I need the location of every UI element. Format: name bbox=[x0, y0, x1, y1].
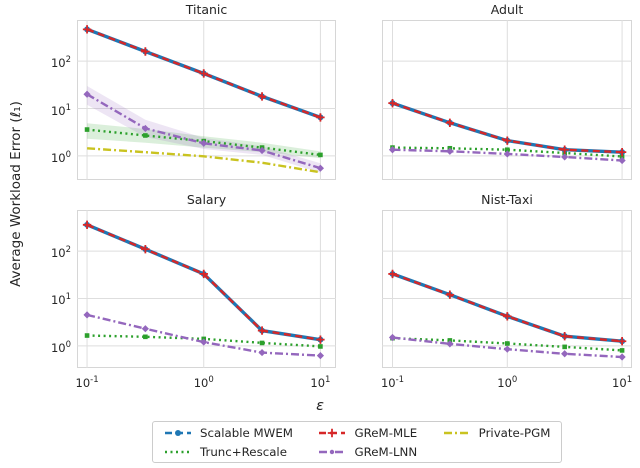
x-tick-label: 101 bbox=[612, 375, 633, 390]
legend-item-private-pgm: Private-PGM bbox=[442, 426, 551, 440]
legend-line-grem-lnn bbox=[319, 449, 346, 455]
subplot-titanic: Titanic 100 101 102 bbox=[51, 2, 336, 180]
x-axis-label: ε bbox=[316, 398, 324, 414]
subplot-title-salary: Salary bbox=[186, 192, 227, 207]
legend-label-trunc-rescale: Trunc+Rescale bbox=[200, 445, 287, 459]
plot-area-titanic bbox=[77, 20, 336, 180]
legend-line-scalable-mwem bbox=[165, 430, 191, 436]
x-tick-label: 101 bbox=[310, 375, 331, 390]
y-tick-label: 102 bbox=[50, 55, 71, 70]
legend-label-grem-mle: GReM-MLE bbox=[354, 426, 418, 440]
subplot-title-adult: Adult bbox=[490, 2, 524, 17]
y-tick-label: 101 bbox=[50, 292, 71, 308]
plot-area-adult bbox=[382, 20, 632, 180]
plot-area-nist-taxi bbox=[382, 210, 632, 368]
legend: Scalable MWEM Trunc+Rescale GReM-MLE GRe… bbox=[152, 421, 562, 463]
legend-label-private-pgm: Private-PGM bbox=[478, 426, 551, 440]
y-axis-label: Average Workload Error (ℓ₁) bbox=[8, 101, 24, 287]
y-tick-label: 100 bbox=[50, 339, 71, 355]
y-tick-label: 102 bbox=[50, 245, 71, 260]
plot-area-salary bbox=[77, 210, 336, 368]
legend-item-scalable-mwem: Scalable MWEM bbox=[163, 426, 293, 440]
subplot-title-titanic: Titanic bbox=[185, 2, 228, 17]
legend-item-trunc-rescale: Trunc+Rescale bbox=[163, 445, 293, 459]
legend-label-grem-lnn: GReM-LNN bbox=[354, 445, 418, 459]
x-tick-label: 10-1 bbox=[380, 375, 405, 390]
y-tick-label: 101 bbox=[50, 102, 71, 118]
legend-item-grem-mle: GReM-MLE bbox=[317, 426, 417, 440]
x-tick-label: 100 bbox=[497, 375, 518, 390]
y-tick-label: 100 bbox=[50, 149, 71, 165]
x-tick-label: 100 bbox=[193, 375, 214, 390]
legend-line-grem-mle bbox=[319, 428, 346, 438]
subplot-nist-taxi: Nist-Taxi 10-1 100 101 bbox=[381, 192, 632, 389]
legend-line-trunc-rescale bbox=[165, 450, 191, 454]
subplot-salary: Salary 100 101 102 10-1 100 101 bbox=[51, 192, 336, 389]
legend-label-scalable-mwem: Scalable MWEM bbox=[200, 426, 293, 440]
subplot-adult: Adult bbox=[382, 2, 632, 180]
subplot-title-nist-taxi: Nist-Taxi bbox=[481, 192, 533, 207]
x-tick-label: 10-1 bbox=[75, 375, 99, 390]
legend-line-private-pgm bbox=[443, 431, 470, 435]
legend-item-grem-lnn: GReM-LNN bbox=[317, 445, 417, 459]
